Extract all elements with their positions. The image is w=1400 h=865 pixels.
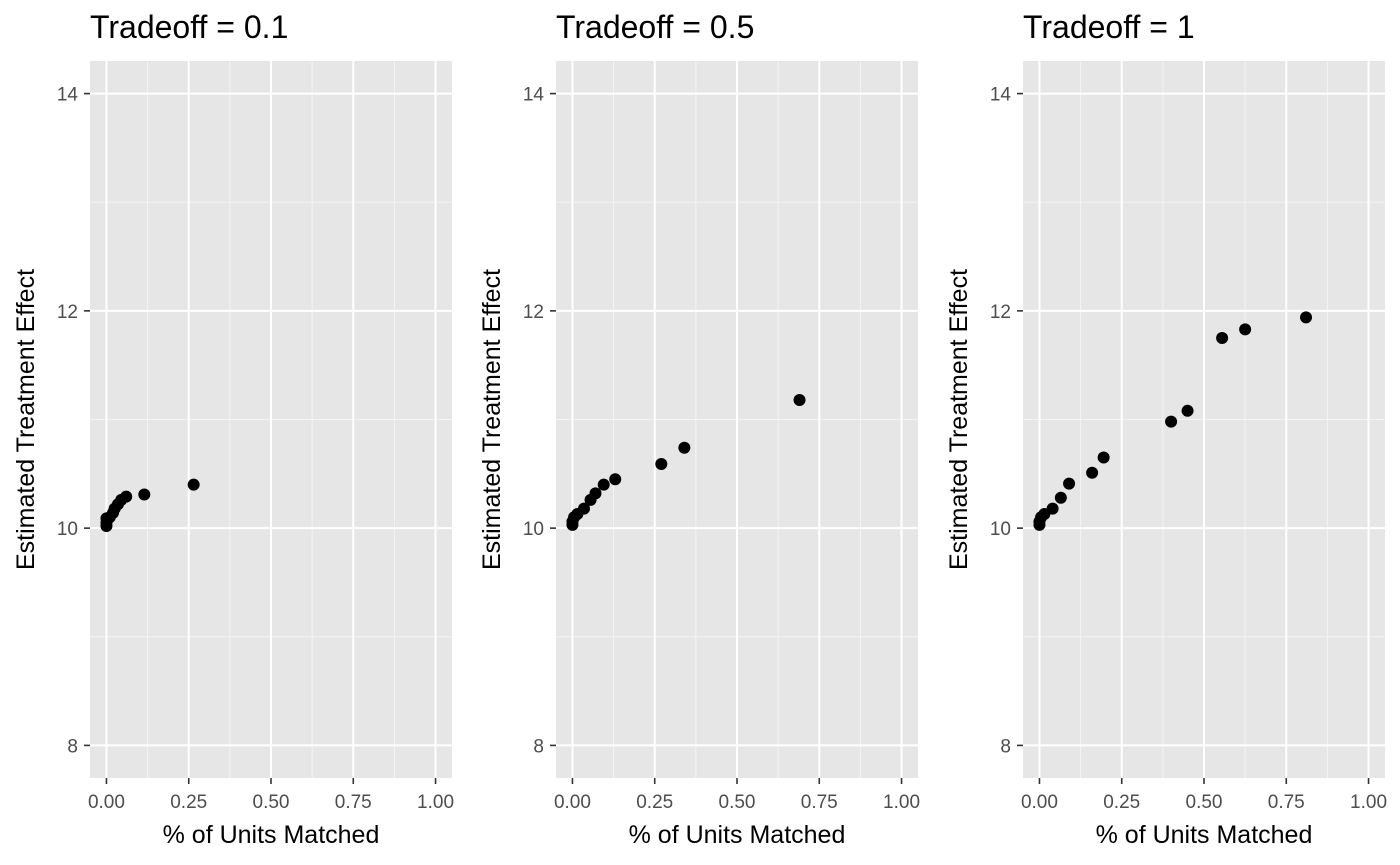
data-point (589, 487, 602, 500)
data-point (1181, 404, 1194, 417)
y-tick-label: 8 (1000, 736, 1011, 757)
panel-title: Tradeoff = 1 (1023, 9, 1195, 45)
data-point (577, 502, 590, 515)
y-axis-title: Estimated Treatment Effect (478, 269, 506, 570)
x-tick-label: 1.00 (883, 792, 920, 813)
panel-title: Tradeoff = 0.5 (556, 9, 754, 45)
data-point (138, 488, 151, 501)
panel-1: 0.00 0.25 0.50 0.75 1.00 8 10 12 14 % of Units Ma… (12, 9, 454, 849)
x-axis-title: % of Units Matched (1096, 821, 1313, 849)
data-point (1239, 323, 1252, 336)
y-axis-title: Estimated Treatment Effect (945, 269, 973, 570)
data-point (1097, 451, 1110, 464)
x-tick-label: 0.50 (719, 792, 756, 813)
data-point (655, 458, 668, 471)
data-point (1086, 466, 1099, 479)
x-axis-title: % of Units Matched (163, 821, 380, 849)
y-tick-label: 14 (523, 85, 545, 106)
data-point (1165, 415, 1178, 428)
data-point (609, 473, 622, 486)
y-tick-label: 12 (523, 302, 544, 323)
y-tick-label: 12 (57, 302, 78, 323)
x-tick-label: 0.50 (253, 792, 290, 813)
y-axis-title: Estimated Treatment Effect (12, 269, 40, 570)
data-point (187, 478, 200, 491)
x-tick-label: 0.25 (636, 792, 673, 813)
x-tick-label: 0.75 (1268, 792, 1305, 813)
x-tick-label: 0.00 (88, 792, 125, 813)
x-tick-label: 0.75 (801, 792, 838, 813)
panel-2: 0.00 0.25 0.50 0.75 1.00 8 10 12 14 % of Units Ma… (478, 9, 920, 849)
data-point (1300, 311, 1313, 324)
y-tick-label: 12 (990, 302, 1011, 323)
x-tick-label: 0.25 (1103, 792, 1140, 813)
data-point (793, 393, 806, 406)
y-tick-label: 10 (990, 519, 1011, 540)
x-tick-label: 0.75 (335, 792, 372, 813)
y-tick-label: 10 (523, 519, 544, 540)
data-point (1063, 477, 1076, 490)
panel-3: 0.00 0.25 0.50 0.75 1.00 8 10 12 14 % of Units Ma… (945, 9, 1387, 849)
x-tick-label: 1.00 (417, 792, 454, 813)
data-point (1046, 502, 1059, 515)
data-point (597, 478, 610, 491)
x-tick-label: 0.00 (1021, 792, 1058, 813)
x-tick-label: 1.00 (1350, 792, 1387, 813)
x-tick-label: 0.25 (170, 792, 207, 813)
x-tick-label: 0.50 (1186, 792, 1223, 813)
data-point (1054, 491, 1067, 504)
y-tick-label: 14 (990, 85, 1012, 106)
x-axis-title: % of Units Matched (629, 821, 846, 849)
y-tick-label: 14 (57, 85, 79, 106)
data-point (678, 441, 691, 454)
data-point (1216, 332, 1229, 345)
panel-title: Tradeoff = 0.1 (90, 9, 288, 45)
y-tick-label: 10 (57, 519, 78, 540)
data-point (120, 490, 133, 503)
x-tick-label: 0.00 (554, 792, 591, 813)
y-tick-label: 8 (67, 736, 78, 757)
y-tick-label: 8 (533, 736, 544, 757)
